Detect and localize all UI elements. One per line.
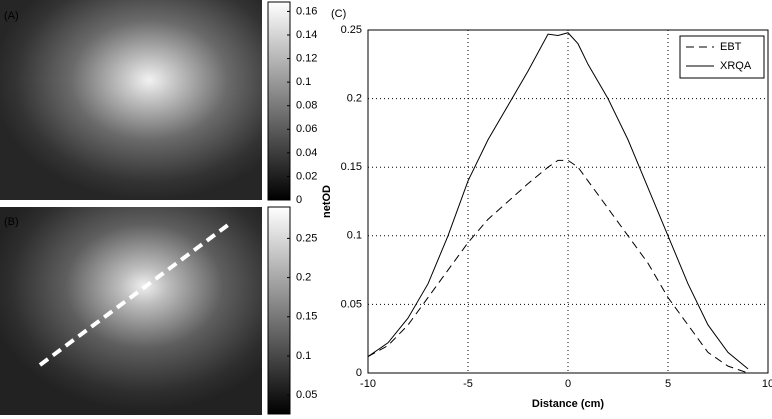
colorbar-tick-label: 0 [296,194,302,206]
colorbar-tick-label: 0.06 [296,123,317,135]
colorbar-tick-label: 0.02 [296,170,317,182]
y-tick-label: 0.25 [341,24,362,36]
x-tick-label: 10 [762,378,772,390]
series-line [367,32,749,370]
legend [679,35,765,79]
x-axis-label: Distance (cm) [532,398,604,410]
colorbar-tick-label: 0.08 [296,100,317,112]
colorbar-tick-label: 0.14 [296,29,317,41]
colorbar-tick-label: 0.25 [296,232,317,244]
colorbar [267,206,291,415]
y-tick-label: 0.15 [341,161,362,173]
x-tick-label: 5 [665,378,671,390]
y-tick-label: 0.05 [341,298,362,310]
colorbar-tick-label: 0.1 [296,350,311,362]
colorbar [267,1,291,201]
x-tick-label: 0 [565,378,571,390]
y-tick-label: 0.2 [347,93,362,105]
image-a [0,0,262,200]
colorbar-tick-label: 0.05 [296,389,317,401]
x-tick-label: -10 [360,378,376,390]
colorbar-tick-label: 0.2 [296,271,311,283]
colorbar-tick-label: 0.12 [296,52,317,64]
series-line [367,159,749,374]
legend-label: XRQA [720,60,752,72]
y-tick-label: 0 [356,367,362,379]
y-tick-label: 0.1 [347,230,362,242]
panel-label: (A) [4,10,19,22]
plot-area [367,29,769,374]
panel-label: (B) [4,216,19,228]
profile-line [38,220,234,367]
colorbar-tick-label: 0.04 [296,147,317,159]
panel-label: (C) [331,8,346,20]
colorbar-tick-label: 0.1 [296,76,311,88]
colorbar-tick-label: 0.16 [296,5,317,17]
colorbar-tick-label: 0.15 [296,311,317,323]
y-axis-label: netOD [321,185,333,218]
x-tick-label: -5 [463,378,473,390]
image-b [0,207,262,415]
legend-label: EBT [720,41,742,53]
